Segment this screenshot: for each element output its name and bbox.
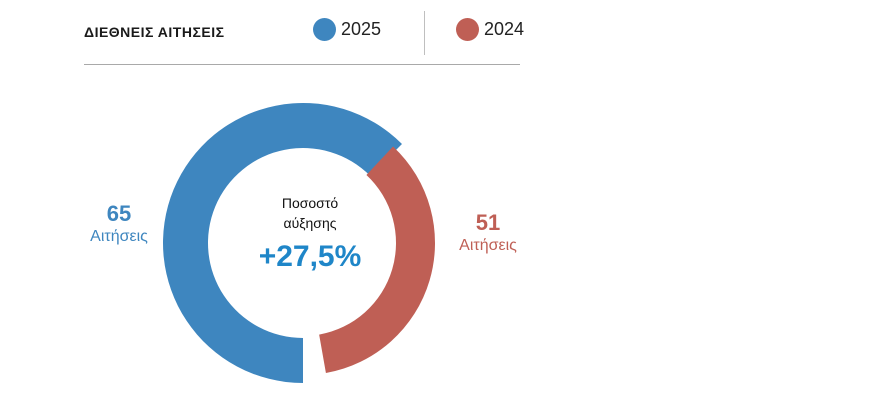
legend-divider xyxy=(424,11,425,55)
slice-value-2025: 65 xyxy=(106,201,132,226)
legend-item-2025: 2025 xyxy=(313,18,381,41)
slice-label-2025: 65 Αιτήσεις xyxy=(74,201,164,247)
slice-label-2024: 51 Αιτήσεις xyxy=(443,210,533,256)
center-caption-line2: αύξησης xyxy=(283,215,337,231)
donut-slice-2025 xyxy=(162,102,402,383)
chart-title: ΔΙΕΘΝΕΙΣ ΑΙΤΗΣΕΙΣ xyxy=(84,24,225,40)
legend-label-2025: 2025 xyxy=(341,19,382,39)
donut-center: Ποσοστό αύξησης +27,5% xyxy=(245,193,375,275)
slice-value-2024: 51 xyxy=(475,210,501,235)
center-value: +27,5% xyxy=(258,240,362,273)
slice-unit-2025: Αιτήσεις xyxy=(90,228,148,245)
header-rule xyxy=(84,64,520,65)
legend-label-2024: 2024 xyxy=(484,19,525,39)
legend-item-2024: 2024 xyxy=(456,18,524,41)
slice-unit-2024: Αιτήσεις xyxy=(459,237,517,254)
center-caption-line1: Ποσοστό xyxy=(281,195,339,211)
legend-dot-2025 xyxy=(313,18,336,41)
legend-dot-2024 xyxy=(456,18,479,41)
donut-slice-2024 xyxy=(319,146,435,373)
